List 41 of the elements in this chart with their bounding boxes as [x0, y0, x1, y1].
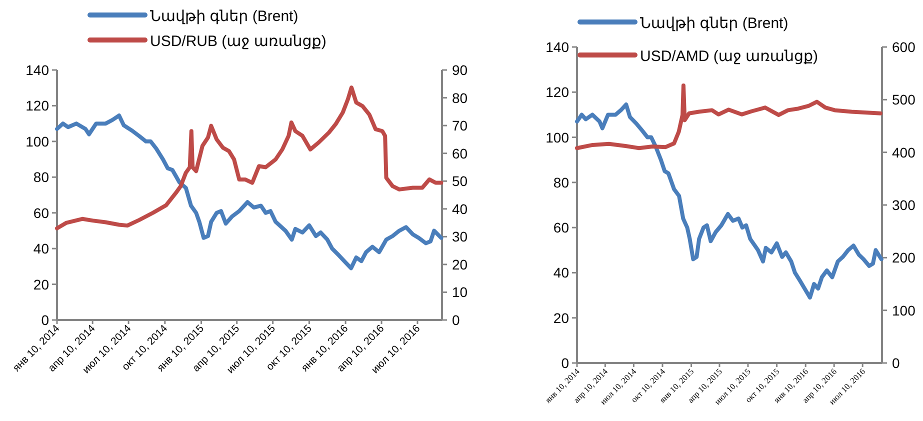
y-tick-label: 0: [561, 355, 570, 371]
y2-tick-label: 100: [892, 302, 916, 318]
y-tick-label: 80: [33, 169, 50, 186]
y-tick-label: 40: [553, 264, 570, 281]
y2-tick-label: 70: [452, 118, 468, 134]
legend-label: USD/AMD (աջ առանցք): [640, 48, 818, 65]
y2-tick-label: 90: [452, 62, 468, 78]
y2-tick-label: 10: [452, 284, 468, 300]
y2-tick-label: 500: [892, 92, 916, 108]
y-tick-label: 20: [33, 276, 50, 292]
y2-tick-label: 0: [452, 312, 460, 328]
y2-tick-label: 50: [452, 173, 468, 190]
legend-label: USD/RUB (աջ առանցք): [150, 33, 326, 50]
y2-tick-label: 40: [452, 200, 468, 217]
y-tick-label: 0: [41, 312, 50, 328]
y-tick-label: 60: [33, 204, 50, 221]
line-series: [55, 86, 444, 230]
y-tick-label: 140: [546, 39, 570, 55]
line-series: [575, 102, 884, 300]
y-tick-label: 100: [546, 129, 570, 146]
y2-tick-label: 60: [452, 145, 468, 162]
y-tick-label: 100: [26, 133, 50, 150]
y-tick-label: 20: [553, 310, 570, 326]
y2-tick-label: 200: [892, 250, 916, 266]
y2-tick-label: 20: [452, 256, 468, 272]
y-tick-label: 40: [33, 240, 50, 257]
legend-label: Նավթի գներ (Brent): [150, 8, 298, 25]
y-tick-label: 80: [553, 174, 570, 190]
y2-tick-label: 400: [892, 144, 916, 160]
y2-tick-label: 0: [892, 355, 900, 371]
y2-tick-label: 80: [452, 90, 468, 106]
y2-tick-label: 30: [452, 228, 468, 245]
y2-tick-label: 300: [892, 197, 916, 213]
y2-tick-label: 600: [892, 39, 916, 55]
line-series: [575, 83, 882, 150]
line-series: [55, 114, 444, 270]
y-tick-label: 120: [26, 98, 50, 114]
y-tick-label: 60: [553, 220, 570, 236]
legend-label: Նավթի գներ (Brent): [640, 15, 788, 32]
y-tick-label: 140: [26, 62, 50, 78]
y-tick-label: 120: [546, 84, 570, 100]
